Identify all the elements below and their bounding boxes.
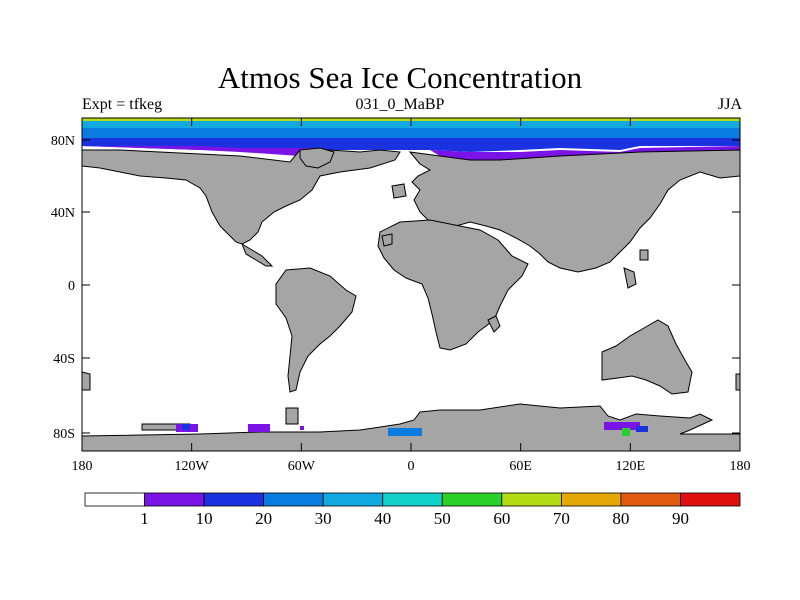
land-south-america bbox=[275, 267, 357, 393]
colorbar-label: 60 bbox=[493, 509, 510, 528]
arctic-ice-edge-east bbox=[430, 146, 740, 160]
colorbar-swatch bbox=[322, 492, 384, 507]
colorbar-swatch bbox=[263, 492, 324, 507]
colorbar-label: 20 bbox=[255, 509, 272, 528]
lon-tick-label: 120W bbox=[175, 459, 210, 474]
lon-tick-label: 180 bbox=[730, 459, 751, 474]
axis-ticks: 180 120W 60W 0 60E 120E 180 80N 40N 0 40S 80S bbox=[51, 118, 751, 474]
experiment-label: Expt = tfkeg bbox=[82, 96, 163, 113]
colorbar-swatch bbox=[84, 492, 145, 507]
lon-tick-label: 120E bbox=[616, 459, 646, 474]
colorbar-swatch bbox=[501, 492, 562, 507]
colorbar-label: 30 bbox=[315, 509, 332, 528]
antarctic-ice-patch-4 bbox=[300, 426, 304, 430]
land-small-islands bbox=[82, 183, 740, 425]
season-label: JJA bbox=[717, 96, 742, 113]
lat-tick-label: 80N bbox=[51, 134, 75, 149]
colorbar-swatch bbox=[441, 492, 503, 507]
time-label: 031_0_MaBP bbox=[355, 96, 445, 113]
colorbar-swatch bbox=[382, 492, 443, 507]
colorbar-swatch bbox=[620, 492, 681, 507]
lon-tick-label: 60W bbox=[288, 459, 316, 474]
colorbar: 1 10 20 30 40 50 60 70 80 90 bbox=[84, 492, 741, 528]
colorbar-swatch bbox=[680, 492, 741, 507]
lat-tick-label: 0 bbox=[68, 279, 75, 294]
antarctic-ice-patch-7 bbox=[622, 428, 630, 436]
antarctic-ice-patch-6 bbox=[604, 422, 640, 430]
map-title: Atmos Sea Ice Concentration bbox=[217, 60, 583, 95]
land-antarctica bbox=[82, 403, 740, 451]
land-central-america bbox=[240, 242, 274, 267]
colorbar-label: 40 bbox=[374, 509, 391, 528]
colorbar-label: 1 bbox=[140, 509, 149, 528]
lat-tick-label: 80S bbox=[53, 427, 75, 442]
lat-tick-label: 40N bbox=[51, 206, 75, 221]
land-madagascar bbox=[487, 315, 501, 333]
colorbar-label: 50 bbox=[434, 509, 451, 528]
antarctic-ice-patch-5 bbox=[388, 428, 422, 436]
arctic-ice-band-blue bbox=[82, 128, 740, 140]
antarctic-ice-patch-2 bbox=[182, 424, 190, 430]
land-greenland bbox=[299, 147, 335, 169]
colorbar-swatch bbox=[203, 492, 265, 507]
colorbar-label: 10 bbox=[196, 509, 213, 528]
land-africa bbox=[377, 219, 529, 351]
colorbar-swatch bbox=[560, 492, 622, 507]
colorbar-swatch bbox=[144, 492, 205, 507]
colorbar-label: 70 bbox=[553, 509, 570, 528]
colorbar-label: 90 bbox=[672, 509, 689, 528]
arctic-ice-edge bbox=[82, 146, 330, 162]
colorbar-label: 80 bbox=[612, 509, 629, 528]
land-eurasia bbox=[408, 149, 740, 273]
lon-tick-label: 60E bbox=[509, 459, 532, 474]
antarctic-ice-patch-3 bbox=[248, 424, 270, 432]
lon-tick-label: 180 bbox=[72, 459, 93, 474]
lat-tick-label: 40S bbox=[53, 352, 75, 367]
land-australia bbox=[601, 319, 693, 395]
lon-tick-label: 0 bbox=[408, 459, 415, 474]
antarctic-ice-patch-8 bbox=[636, 426, 648, 432]
